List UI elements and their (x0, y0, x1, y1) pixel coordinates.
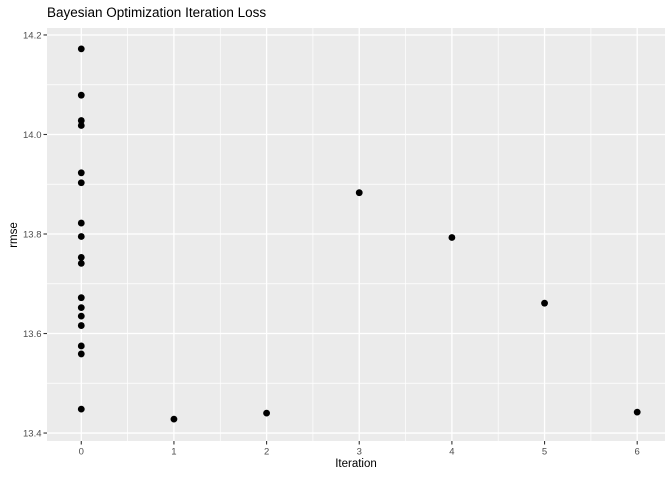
data-point (263, 409, 270, 417)
y-tick-label: 14.0 (23, 130, 42, 141)
y-tick-label: 14.2 (23, 30, 42, 41)
data-point (77, 405, 85, 413)
data-point (355, 189, 363, 197)
x-tick-label: 1 (171, 447, 176, 458)
x-tick-label: 0 (79, 447, 84, 458)
data-point (77, 45, 85, 53)
chart-title: Bayesian Optimization Iteration Loss (47, 5, 267, 20)
data-point (77, 253, 85, 261)
data-point (77, 179, 85, 187)
data-point (77, 304, 85, 312)
data-point (77, 169, 85, 177)
x-tick-label: 3 (357, 447, 362, 458)
data-point (77, 322, 85, 329)
data-point (77, 122, 85, 129)
data-point (170, 415, 178, 423)
y-tick-label: 13.4 (23, 428, 42, 439)
x-tick-label: 5 (542, 447, 547, 458)
data-point (77, 259, 85, 267)
data-point (77, 91, 85, 99)
data-point (77, 294, 85, 302)
y-tick-label: 13.6 (23, 329, 42, 340)
data-point (77, 117, 85, 124)
x-tick-label: 2 (264, 447, 269, 458)
data-point (633, 408, 641, 416)
x-tick-label: 6 (635, 447, 640, 458)
data-point (77, 233, 85, 240)
data-point (77, 312, 85, 320)
data-point (77, 219, 85, 227)
data-point (77, 350, 85, 358)
data-point (541, 299, 548, 307)
data-point (448, 234, 456, 241)
data-point (77, 342, 85, 350)
x-tick-label: 4 (449, 447, 454, 458)
y-axis-label: rmse (8, 222, 20, 248)
y-tick-label: 13.8 (23, 229, 42, 240)
x-axis-label: Iteration (335, 458, 377, 470)
